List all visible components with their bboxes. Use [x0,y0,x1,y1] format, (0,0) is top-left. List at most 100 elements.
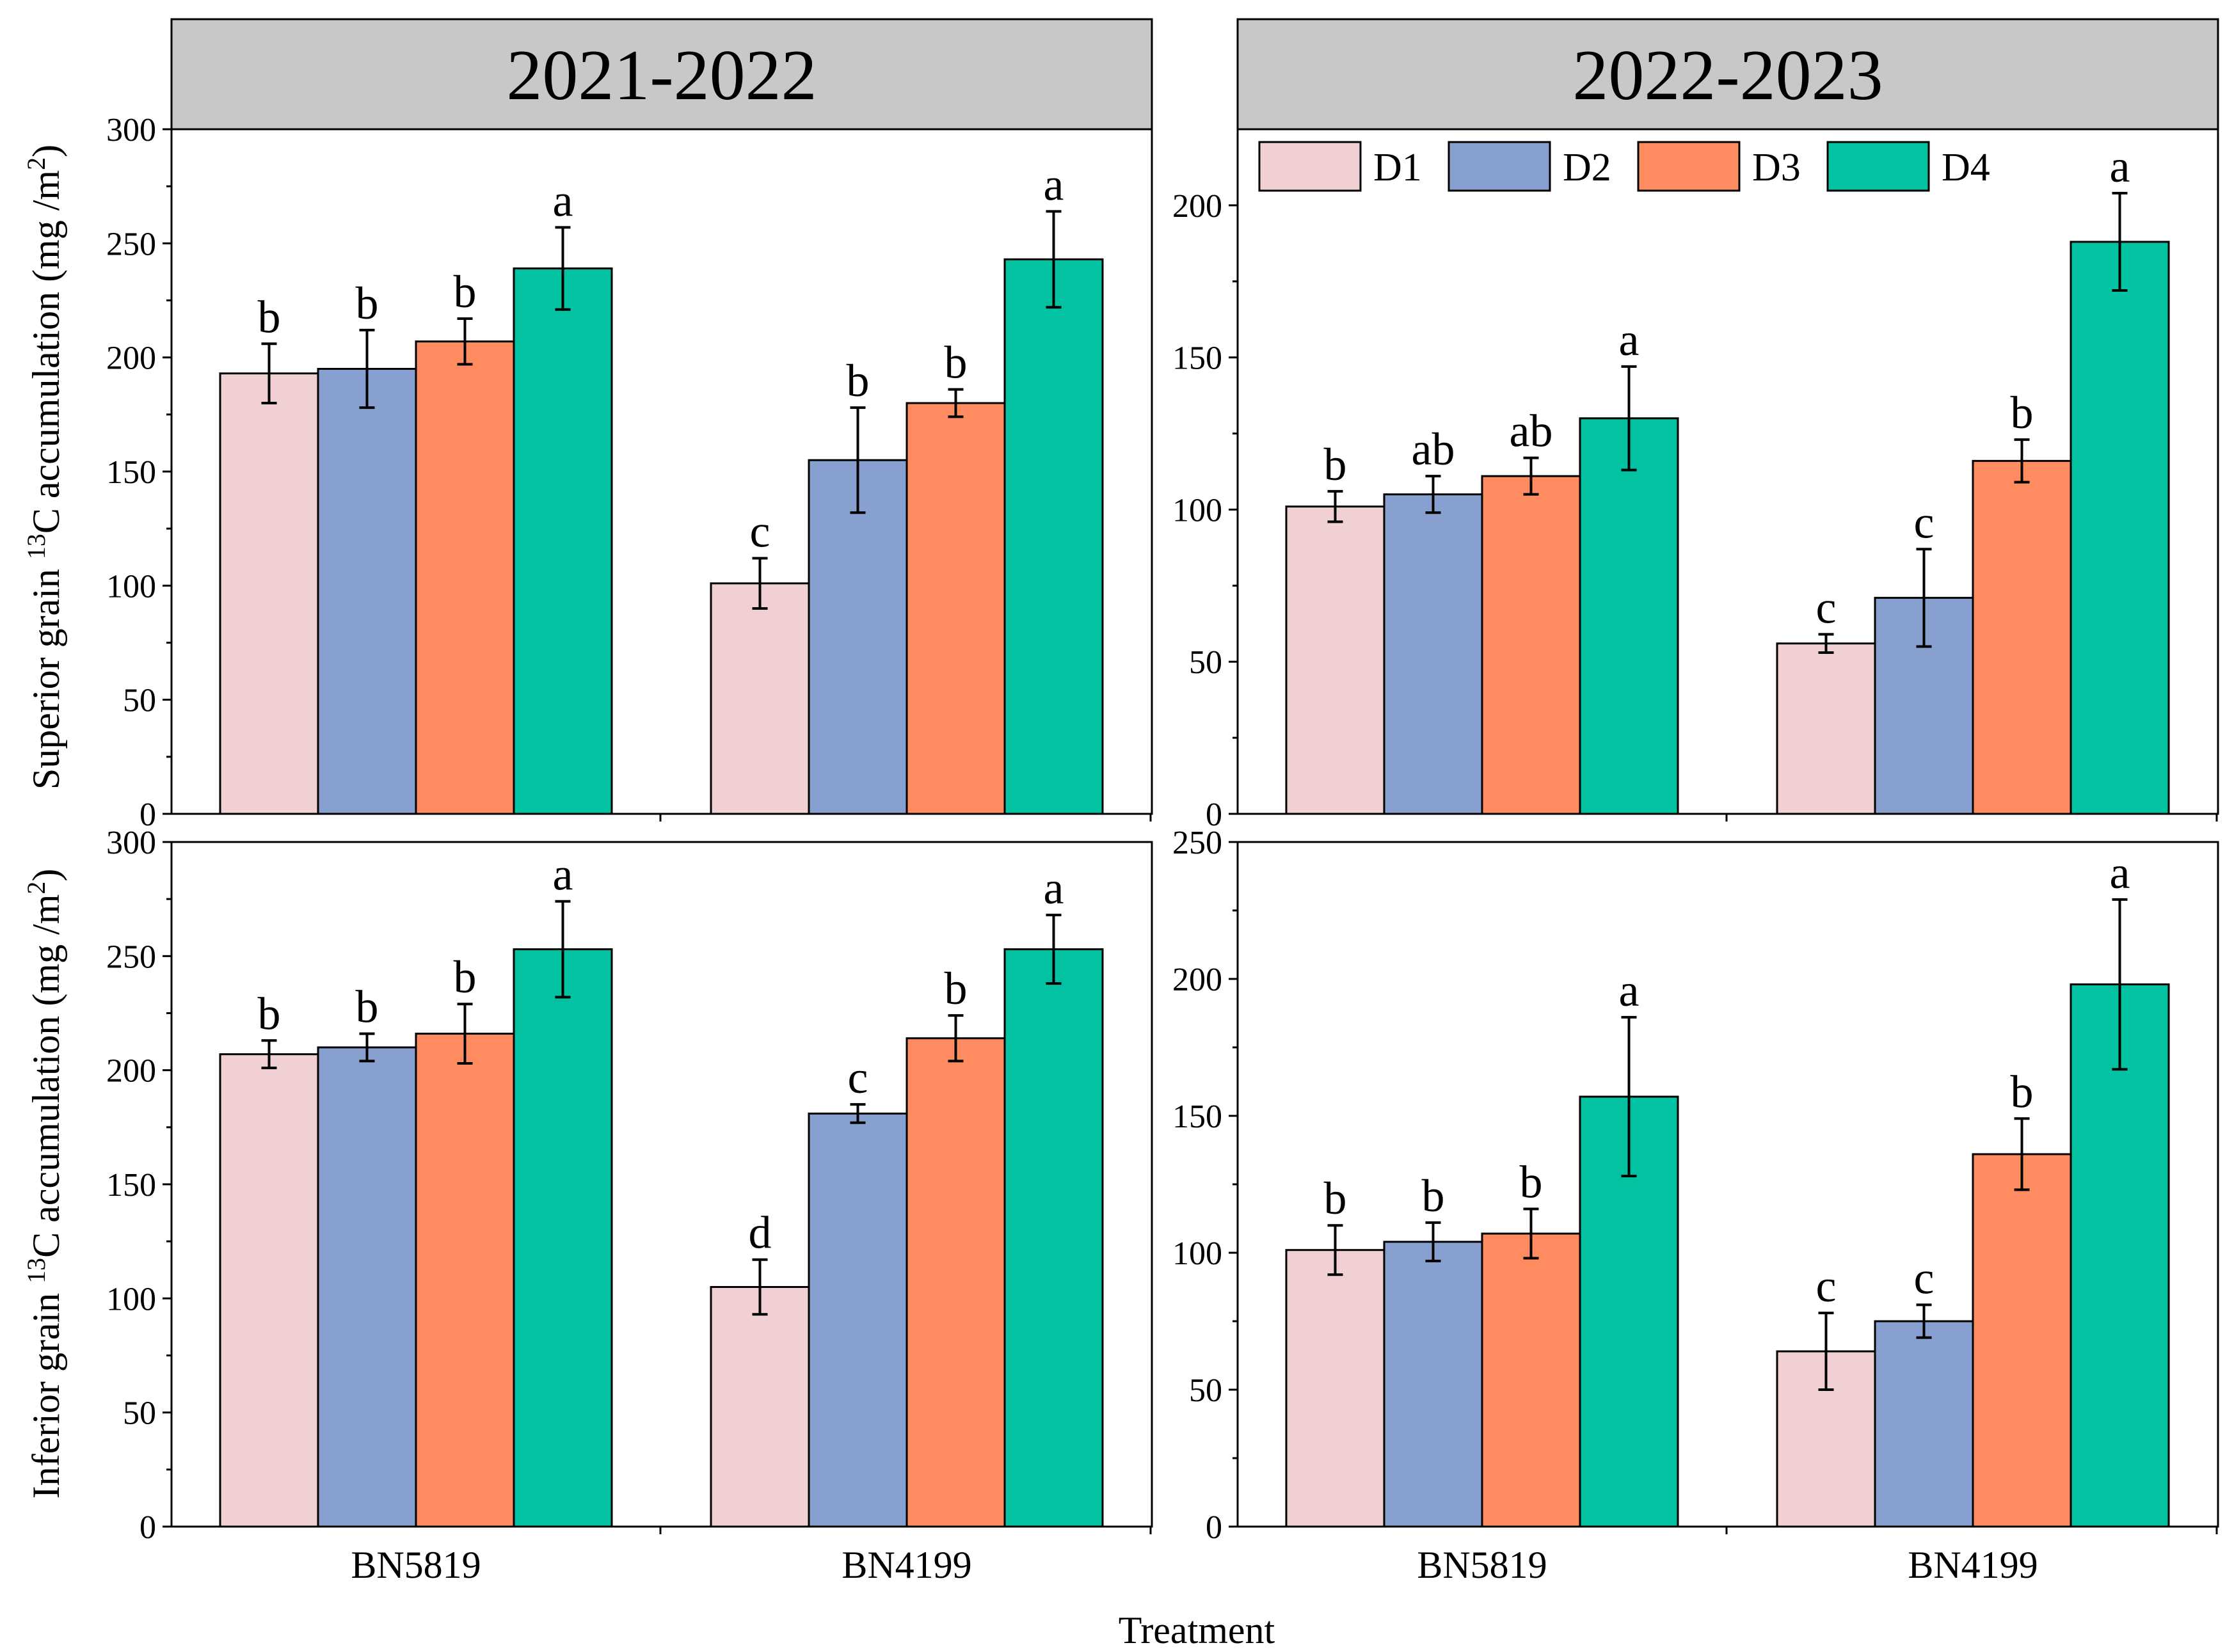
x-axis-title: Treatment [1119,1609,1275,1651]
y-tick-label: 0 [140,797,156,833]
legend-label: D1 [1373,146,1422,189]
bar-d3 [1972,1153,2072,1528]
legend-label: D2 [1563,146,1611,189]
significance-letter: b [945,337,968,388]
significance-letter: a [2110,141,2130,192]
legend-item-d2: D2 [1448,141,1611,192]
y-tick-label: 200 [106,1053,156,1090]
bar-d3 [415,340,515,815]
legend-label: D4 [1942,146,1990,189]
bar-d3 [1481,475,1581,815]
bar-d1 [219,1053,319,1528]
legend-swatch [1448,141,1551,192]
bar-d1 [1776,642,1876,815]
significance-letter: a [2110,847,2130,898]
significance-letter: b [258,988,281,1039]
bar-d4 [1003,258,1104,815]
y-tick-label: 50 [123,683,156,719]
bar-d2 [1383,1241,1483,1528]
significance-letter: a [553,849,573,900]
bar-d3 [415,1033,515,1528]
y-tick-label: 100 [106,568,156,605]
y-axis-title-inferior: Inferior grain 13C accumulation (mg /m2) [22,869,68,1499]
bar-d2 [808,1112,908,1528]
bar-d1 [710,582,810,815]
significance-letter: ab [1412,424,1455,475]
bar-d2 [1383,493,1483,815]
significance-letter: b [356,981,379,1033]
header-title: 2021-2022 [506,36,817,115]
y-tick-label: 50 [123,1395,156,1432]
significance-letter: a [553,175,573,226]
bar-d3 [1972,459,2072,815]
y-tick-label: 100 [106,1281,156,1317]
legend-label: D3 [1752,146,1801,189]
y-tick-label: 50 [1189,644,1222,681]
significance-letter: b [847,355,870,406]
significance-letter: b [1324,439,1347,490]
significance-letter: d [749,1207,772,1259]
plot-frame [1236,128,2219,815]
significance-letter: b [2011,387,2034,438]
bar-d2 [317,368,417,815]
legend-item-d4: D4 [1826,141,1990,192]
y-tick-label: 0 [1206,797,1222,833]
ylabel-part: C accumulation (mg /m [25,894,67,1258]
significance-letter: c [848,1052,868,1103]
panel-2021-inferior: 0 50 100 150 200 250 300 b b b a BN5819 d c b a BN4199 [106,825,1153,1586]
y-tick-label: 200 [106,340,156,377]
legend-swatch [1826,141,1930,192]
y-tick-label: 50 [1189,1372,1222,1409]
ylabel-part: Inferior grain [25,1283,67,1499]
significance-letter: c [750,506,770,557]
y-tick-label: 0 [140,1509,156,1546]
significance-letter: b [258,291,281,342]
bar-d4 [513,948,613,1528]
bar-d3 [906,1037,1006,1528]
bar-d4 [1003,948,1104,1528]
bar-d4 [513,267,613,815]
bar-d4 [2070,983,2170,1528]
y-axis-title-superior: Superior grain 13C accumulation (mg /m2) [22,145,68,790]
y-tick-label: 200 [1172,188,1222,225]
significance-letter: a [1619,965,1640,1016]
y-tick-label: 250 [1172,825,1222,861]
bar-d4 [1579,417,1679,815]
significance-letter: b [1324,1173,1347,1224]
significance-letter: a [1044,159,1064,210]
bar-d2 [1874,1320,1974,1528]
y-tick-label: 300 [106,112,156,148]
significance-letter: a [1619,314,1640,365]
legend-item-d1: D1 [1258,141,1422,192]
bar-d3 [906,402,1006,815]
bar-d1 [1285,1249,1385,1528]
ylabel-superscript: 13 [22,534,51,559]
ylabel-part: C accumulation (mg /m [25,170,67,534]
significance-letter: b [1520,1157,1543,1208]
header-title: 2022-2023 [1572,36,1883,115]
header-strip [1236,18,2219,131]
legend-item-d3: D3 [1637,141,1801,192]
ylabel-superscript: 13 [22,1258,51,1283]
header-2022-2023: 2022-2023 [1236,18,2219,131]
bar-d1 [219,372,319,815]
ylabel-part: ) [25,869,67,882]
x-category-label: BN4199 [1908,1544,2038,1586]
y-tick-label: 100 [1172,492,1222,528]
bar-d2 [317,1046,417,1528]
y-tick-label: 100 [1172,1235,1222,1272]
x-category-label: BN5819 [351,1544,481,1586]
significance-letter: b [945,963,968,1014]
ylabel-part: Superior grain [25,559,67,790]
significance-letter: c [1914,1252,1935,1303]
significance-letter: b [454,951,477,1003]
y-tick-label: 150 [106,1167,156,1203]
y-tick-label: 300 [106,825,156,861]
y-tick-label: 150 [1172,1099,1222,1135]
panel-2022-inferior: 0 50 100 150 200 250 b b b a BN5819 c c b a BN4199 [1172,825,2219,1586]
y-tick-label: 200 [1172,962,1222,998]
significance-letter: b [1422,1170,1445,1221]
significance-letter: c [1816,1260,1837,1312]
header-strip [170,18,1153,131]
